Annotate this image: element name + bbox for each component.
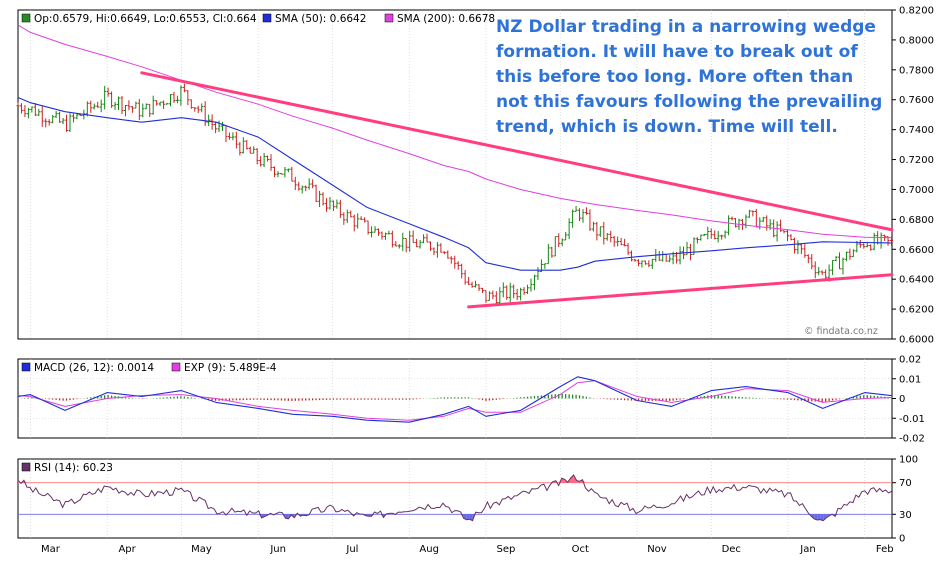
legend-swatch-sma50	[263, 14, 271, 22]
y-tick-label-price: 0.7400	[899, 125, 934, 136]
legend-swatch-macd	[22, 363, 30, 371]
y-tick-label-macd: -0.01	[899, 414, 925, 425]
annotation-line-5: trend, which is down. Time will tell.	[496, 117, 838, 137]
x-tick-label: Feb	[876, 544, 894, 555]
y-tick-label-price: 0.6400	[899, 275, 934, 286]
annotation-line-2: formation. It will have to break out of	[496, 42, 858, 62]
macd-legend: MACD (26, 12): 0.0014 EXP (9): 5.489E-4	[22, 362, 277, 374]
y-tick-label-price: 0.7600	[899, 95, 934, 106]
y-tick-label-macd: 0.01	[899, 374, 921, 385]
y-tick-label-price: 0.7000	[899, 185, 934, 196]
legend-swatch-rsi	[22, 463, 30, 471]
legend-rsi: RSI (14): 60.23	[34, 462, 113, 474]
y-tick-label-price: 0.7200	[899, 155, 934, 166]
x-tick-label: Mar	[41, 544, 61, 555]
y-tick-label-rsi: 100	[899, 455, 918, 466]
annotation-text: NZ Dollar trading in a narrowing wedge f…	[496, 17, 882, 137]
y-tick-label-rsi: 0	[899, 534, 905, 545]
legend-swatch-price	[22, 14, 30, 22]
watermark: © findata.co.nz	[804, 326, 878, 337]
rsi-panel	[18, 459, 892, 538]
y-tick-label-price: 0.6600	[899, 245, 934, 256]
legend-swatch-sma200	[385, 14, 393, 22]
y-tick-label-price: 0.8000	[899, 35, 934, 46]
annotation-line-1: NZ Dollar trading in a narrowing wedge	[496, 17, 876, 37]
legend-price: Op:0.6579, Hi:0.6649, Lo:0.6553, Cl:0.66…	[34, 13, 257, 25]
x-tick-label: Apr	[118, 544, 136, 555]
y-tick-label-price: 0.6800	[899, 215, 934, 226]
y-tick-label-macd: 0.02	[899, 355, 921, 366]
x-tick-label: Jan	[799, 544, 815, 555]
y-tick-label-price: 0.6000	[899, 335, 934, 346]
y-tick-label-price: 0.6200	[899, 305, 934, 316]
y-tick-label-price: 0.8200	[899, 6, 934, 17]
legend-sma50: SMA (50): 0.6642	[275, 13, 366, 25]
rsi-legend: RSI (14): 60.23	[22, 462, 113, 474]
x-tick-label: Oct	[572, 544, 589, 555]
y-tick-label-price: 0.7800	[899, 65, 934, 76]
x-tick-label: Dec	[722, 544, 741, 555]
y-tick-label-rsi: 70	[899, 478, 912, 489]
x-tick-label: Jun	[269, 544, 286, 555]
annotation-line-4: not this favours following the prevailin…	[496, 92, 882, 112]
legend-exp: EXP (9): 5.489E-4	[184, 362, 277, 374]
y-tick-label-macd: -0.02	[899, 434, 925, 445]
x-tick-label: Sep	[497, 544, 516, 555]
legend-sma200: SMA (200): 0.6678	[397, 13, 495, 25]
x-tick-label: Nov	[647, 544, 667, 555]
y-tick-label-rsi: 30	[899, 510, 912, 521]
legend-macd: MACD (26, 12): 0.0014	[34, 362, 154, 374]
annotation-line-3: this before too long. More often than	[496, 67, 853, 87]
rsi-oversold-fill	[817, 514, 820, 520]
x-tick-label: May	[191, 544, 212, 555]
x-tick-label: Aug	[419, 544, 439, 555]
x-tick-label: Jul	[345, 544, 358, 555]
legend-swatch-exp	[172, 363, 180, 371]
y-tick-label-macd: 0	[899, 394, 905, 405]
